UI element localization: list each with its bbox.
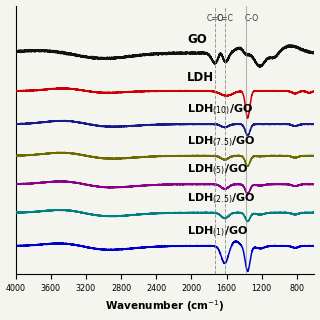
Text: GO: GO xyxy=(187,33,207,46)
Text: C=O: C=O xyxy=(206,14,224,23)
Text: C=C: C=C xyxy=(216,14,233,23)
Text: LDH$_{(7.5)}$/GO: LDH$_{(7.5)}$/GO xyxy=(187,134,256,149)
Text: C-O: C-O xyxy=(245,14,259,23)
Text: LDH$_{(2.5)}$/GO: LDH$_{(2.5)}$/GO xyxy=(187,191,256,206)
Text: LDH: LDH xyxy=(187,71,214,84)
Text: LDH$_{(5)}$/GO: LDH$_{(5)}$/GO xyxy=(187,163,248,177)
X-axis label: Wavenumber (cm$^{-1}$): Wavenumber (cm$^{-1}$) xyxy=(105,299,225,315)
Text: LDH$_{(1)}$/GO: LDH$_{(1)}$/GO xyxy=(187,225,248,239)
Text: LDH$_{(10)}$/GO: LDH$_{(10)}$/GO xyxy=(187,103,253,117)
